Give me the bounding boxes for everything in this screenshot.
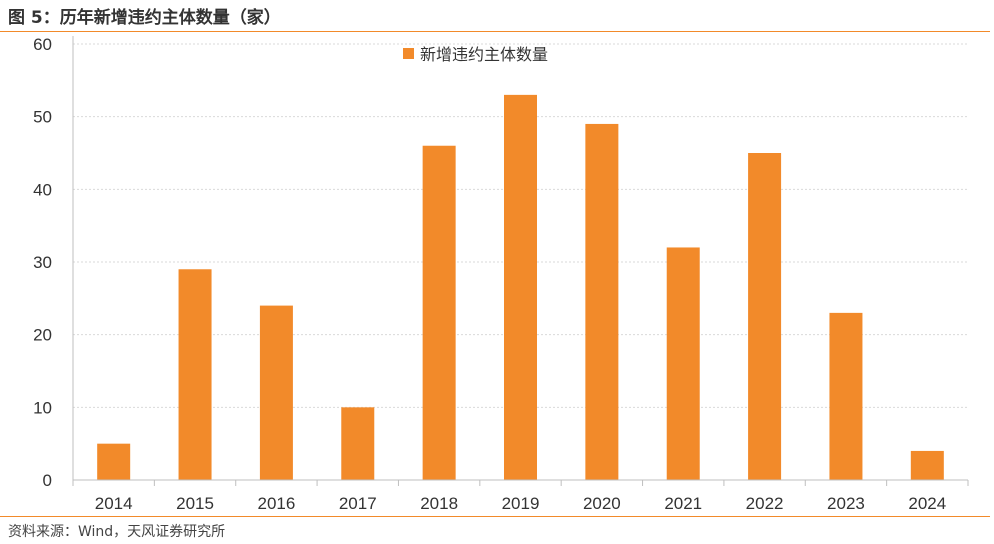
bar-2015 <box>178 269 212 480</box>
y-tick-label: 50 <box>33 108 52 127</box>
x-tick-label: 2015 <box>176 494 214 513</box>
page-title: 图 5：历年新增违约主体数量（家） <box>8 8 281 28</box>
x-tick-label: 2021 <box>664 494 702 513</box>
bar-2017 <box>341 407 375 480</box>
x-tick-label: 2014 <box>95 494 133 513</box>
x-tick-labels: 2014 2015 2016 2017 2018 2019 2020 2021 2022 2023… <box>95 494 946 513</box>
y-tick-label: 10 <box>33 398 52 417</box>
bar-2019 <box>504 94 537 480</box>
y-tick-label: 20 <box>33 326 52 345</box>
y-tick-label: 30 <box>33 253 52 272</box>
legend-label: 新增违约主体数量 <box>420 45 548 64</box>
x-tick-label: 2024 <box>908 494 946 513</box>
x-tick-label: 2023 <box>827 494 865 513</box>
bar-2021 <box>666 247 700 480</box>
legend: 新增违约主体数量 <box>403 45 548 64</box>
y-tick-label: 0 <box>43 471 52 490</box>
bar-2022 <box>748 153 782 480</box>
x-tick-label: 2022 <box>746 494 784 513</box>
x-tick-label: 2020 <box>583 494 621 513</box>
bar-2016 <box>259 305 293 480</box>
y-tick-label: 60 <box>33 35 52 54</box>
bar-2023 <box>829 312 863 480</box>
x-tick-label: 2018 <box>420 494 458 513</box>
x-tick-label: 2016 <box>257 494 295 513</box>
bottom-divider <box>0 516 990 517</box>
axes <box>72 36 969 486</box>
bars <box>97 94 944 480</box>
y-tick-label: 40 <box>33 180 52 199</box>
bar-2018 <box>422 145 456 480</box>
x-tick-label: 2017 <box>339 494 377 513</box>
legend-swatch <box>403 48 414 59</box>
gridlines <box>73 43 968 408</box>
bar-2020 <box>585 123 619 480</box>
bar-2014 <box>97 443 131 480</box>
top-divider <box>0 31 990 32</box>
bar-2024 <box>910 450 944 480</box>
source-note: 资料来源：Wind，天风证券研究所 <box>8 524 226 540</box>
y-tick-labels: 0 10 20 30 40 50 60 <box>33 35 52 490</box>
x-tick-label: 2019 <box>502 494 540 513</box>
